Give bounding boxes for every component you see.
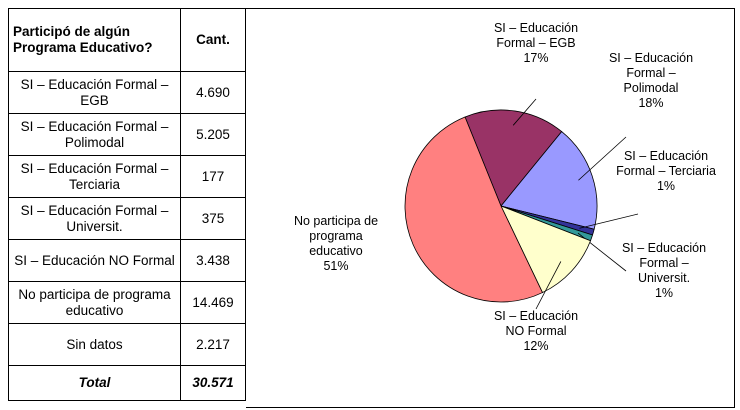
table-body: SI – Educación Formal – EGB 4.690 SI – Edu…: [8, 71, 246, 366]
row-label: SI – Educación NO Formal: [8, 239, 181, 282]
category-label: No participa de programa educativo: [293, 214, 379, 258]
pie-slice: [404, 116, 544, 303]
header-row: Participó de algún Programa Educativo? C…: [8, 8, 246, 72]
value-label: 1%: [654, 286, 674, 300]
total-label: Total: [8, 365, 181, 401]
category-label: SI – Educación Formal – Terciaria: [616, 149, 716, 178]
slice-label: SI – Educación Formal – Polimodal 18%: [601, 51, 701, 111]
value-label: 51%: [323, 259, 349, 273]
table-row: SI – Educación NO Formal 3.438: [8, 239, 246, 282]
row-value: 5.205: [180, 113, 246, 156]
value-label: 12%: [523, 339, 549, 353]
header-cell: Cant.: [180, 8, 246, 72]
row-value: 4.690: [180, 71, 246, 114]
table-row: SI – Educación Formal – EGB 4.690: [8, 71, 246, 114]
category-label: SI – Educación Formal – Polimodal: [608, 51, 694, 95]
pie-slice: [500, 131, 598, 230]
row-label: SI – Educación Formal – EGB: [8, 71, 181, 114]
row-value: 2.217: [180, 323, 246, 366]
total-row: Total 30.571: [8, 365, 246, 401]
slice-label: SI – Educación Formal – EGB 17%: [486, 21, 586, 66]
table-row: SI – Educación Formal – Terciaria 177: [8, 155, 246, 198]
row-value: 14.469: [180, 281, 246, 324]
chart: SI – Educación Formal – EGB 17% SI – Educa…: [246, 8, 735, 408]
leader-line: [512, 98, 537, 126]
leader-line: [535, 261, 562, 310]
leader-line: [579, 213, 639, 229]
table-row: Sin datos 2.217: [8, 323, 246, 366]
row-label: SI – Educación Formal – Terciaria: [8, 155, 181, 198]
pie-slice: [500, 205, 592, 294]
leader-line: [578, 136, 627, 181]
table-row: SI – Educación Formal – Universit. 375: [8, 197, 246, 240]
value-label: 17%: [523, 51, 549, 65]
row-value: 3.438: [180, 239, 246, 282]
table-row: SI – Educación Formal – Polimodal 5.205: [8, 113, 246, 156]
data-table: Participó de algún Programa Educativo? C…: [8, 8, 246, 401]
row-label: SI – Educación Formal – Universit.: [8, 197, 181, 240]
row-label: SI – Educación Formal – Polimodal: [8, 113, 181, 156]
slice-label: SI – Educación Formal – Terciaria 1%: [616, 149, 716, 194]
row-label: No participa de programa educativo: [8, 281, 181, 324]
slice-label: SI – Educación Formal – Universit. 1%: [614, 241, 714, 301]
category-label: SI – Educación NO Formal: [493, 309, 579, 338]
category-label: SI – Educación Formal – EGB: [493, 21, 579, 50]
slice-label: No participa de programa educativo 51%: [286, 214, 386, 274]
pie-slice: [464, 109, 563, 207]
value-label: 1%: [656, 179, 676, 193]
table-row: No participa de programa educativo 14.469: [8, 281, 246, 324]
row-value: 375: [180, 197, 246, 240]
row-label: Sin datos: [8, 323, 181, 366]
value-label: 18%: [638, 96, 664, 110]
header-cell: Participó de algún Programa Educativo?: [8, 8, 181, 72]
pie-chart: [404, 98, 639, 310]
total-value: 30.571: [180, 365, 246, 401]
category-label: SI – Educación Formal – Universit.: [621, 241, 707, 285]
slice-label: SI – Educación NO Formal 12%: [486, 309, 586, 354]
row-value: 177: [180, 155, 246, 198]
